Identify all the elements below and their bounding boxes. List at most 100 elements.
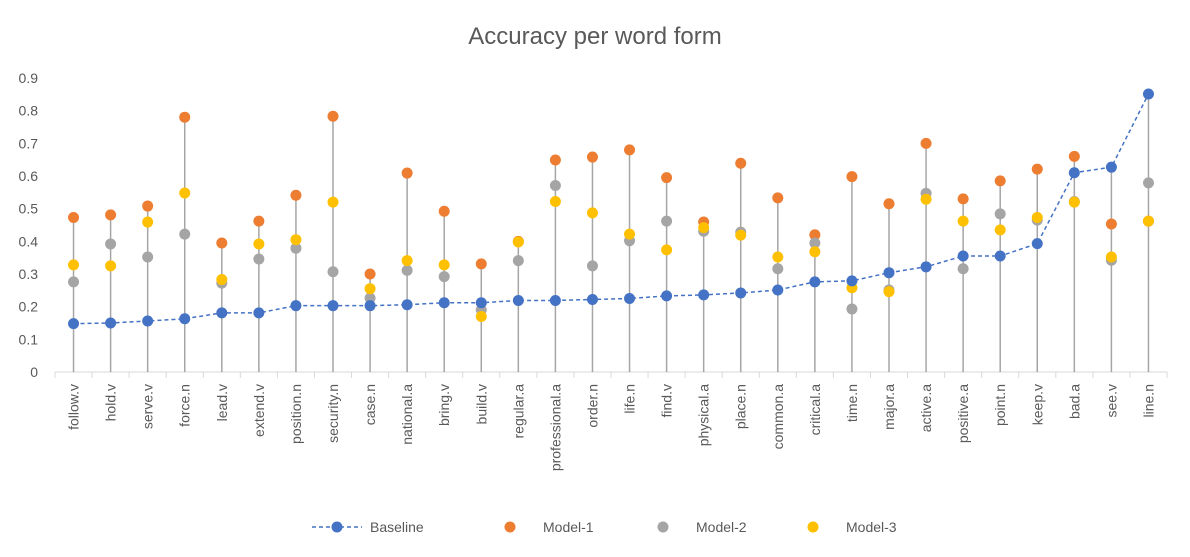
data-point [179,111,191,123]
legend-label: Model-1 [543,519,594,535]
data-point [920,137,932,149]
data-point [216,237,228,249]
data-point [327,196,339,208]
chart-title: Accuracy per word form [468,23,721,50]
x-category-label: life.n [622,384,638,414]
legend-label: Model-2 [696,519,747,535]
x-category-label: build.v [473,384,489,424]
legend-item: Baseline [312,519,424,535]
x-category-label: lead.v [214,384,230,421]
data-point [846,303,858,315]
y-tick-label: 0.4 [19,233,39,249]
data-point [179,228,191,240]
x-category-label: keep.v [1029,384,1045,425]
data-point [512,255,524,267]
x-category-label: security.n [325,384,341,443]
data-point [512,236,524,248]
data-point [364,300,376,312]
data-point [698,222,710,234]
x-category-label: find.v [659,384,675,417]
data-point [438,205,450,217]
data-point [661,244,673,256]
data-point [179,313,191,325]
data-point [549,154,561,166]
data-point [624,293,636,304]
data-point [290,242,302,254]
y-tick-label: 0.2 [19,299,39,315]
data-point [438,271,450,283]
data-point [105,260,117,272]
data-point [105,317,117,329]
legend-swatch [657,521,669,533]
data-point [1031,238,1043,250]
data-point [327,266,339,278]
data-point [809,246,821,258]
data-point [438,259,450,271]
data-point [661,172,673,184]
data-point [401,264,413,276]
legend-item: Model-3 [807,519,897,535]
data-point [327,110,339,122]
data-point [142,200,154,212]
data-point [883,198,895,210]
data-point [290,300,302,312]
legend-item: Model-2 [657,519,747,535]
data-point [994,175,1006,187]
data-point [253,215,265,227]
data-point [475,258,487,270]
data-point [475,297,487,309]
y-tick-label: 0.8 [19,103,39,119]
y-tick-label: 0 [30,364,38,380]
data-point [364,283,376,295]
data-point [364,292,376,304]
data-point [1068,150,1080,162]
data-point [772,251,784,263]
y-tick-label: 0.7 [19,135,39,151]
x-category-label: time.n [844,384,860,422]
data-point [735,287,747,299]
data-point [1031,163,1043,175]
data-point [1068,196,1080,208]
data-point [549,195,561,207]
data-point [1031,211,1043,223]
x-category-label: critical.a [807,384,823,436]
data-point [142,216,154,228]
data-point [1142,177,1154,189]
data-point [994,224,1006,236]
data-point [475,310,487,322]
data-point [846,275,858,287]
data-point [994,208,1006,220]
x-category-label: position.n [288,384,304,444]
data-point [957,250,969,262]
data-point [698,289,710,301]
x-category-label: order.n [584,384,600,428]
data-point [586,293,598,305]
x-category-label: point.n [992,384,1008,426]
drop-lines [72,94,1150,372]
data-point [216,274,228,286]
data-point [179,187,191,199]
data-point [253,238,265,250]
x-category-label: follow.v [66,384,82,430]
legend-item: Model-1 [504,519,594,535]
x-category-label: national.a [399,384,415,445]
x-category-label: bring.v [436,384,452,426]
y-tick-label: 0.3 [19,266,39,282]
legend-label: Model-3 [846,519,897,535]
data-point [846,171,858,183]
data-point [105,238,117,250]
data-point [216,307,228,319]
data-point [1105,218,1117,230]
data-point [624,144,636,156]
data-point [957,215,969,227]
data-point [68,259,80,271]
data-point [549,179,561,191]
x-category-label: place.n [733,384,749,429]
data-point [1142,88,1154,100]
series-model-2 [68,177,1154,316]
data-point [105,209,117,221]
data-point [772,284,784,296]
series-baseline [68,88,1154,330]
x-category-label: see.v [1103,384,1119,417]
x-category-label: active.a [918,384,934,432]
